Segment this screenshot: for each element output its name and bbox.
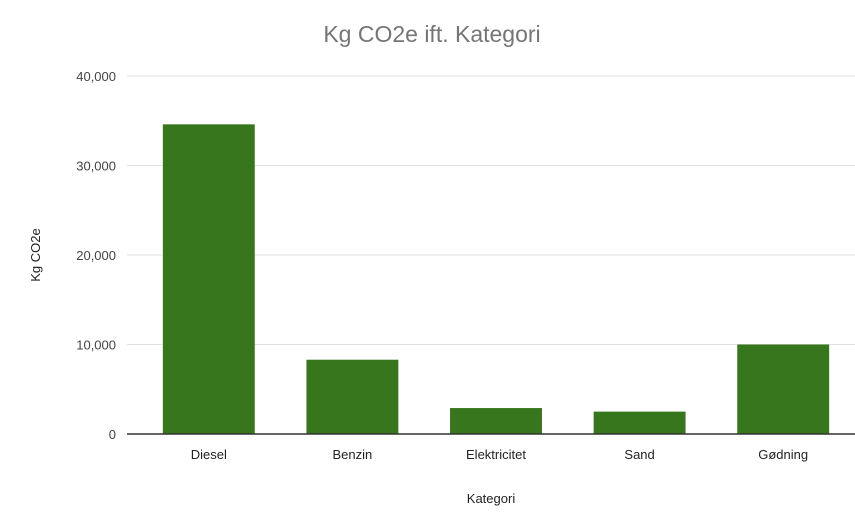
bar [593,411,686,434]
chart-title: Kg CO2e ift. Kategori [323,21,540,47]
x-tick-label: Sand [624,447,654,462]
bar [737,344,830,434]
x-tick-label: Elektricitet [466,447,526,462]
bars [127,124,855,435]
y-tick-label: 10,000 [76,338,116,353]
y-tick-label: 20,000 [76,248,116,263]
y-axis-title: Kg CO2e [28,228,43,281]
y-tick-label: 40,000 [76,69,116,84]
x-axis-title: Kategori [467,491,516,506]
bar [162,124,255,434]
x-tick-label: Diesel [191,447,227,462]
bar [306,359,399,434]
y-axis-ticks: 0 10,000 20,000 30,000 40,000 [76,69,116,442]
y-tick-label: 30,000 [76,159,116,174]
x-tick-label: Gødning [758,447,808,462]
x-tick-label: Benzin [333,447,373,462]
bar [450,408,542,434]
y-tick-label: 0 [109,427,116,442]
x-axis-categories: Diesel Benzin Elektricitet Sand Gødning [191,447,808,462]
